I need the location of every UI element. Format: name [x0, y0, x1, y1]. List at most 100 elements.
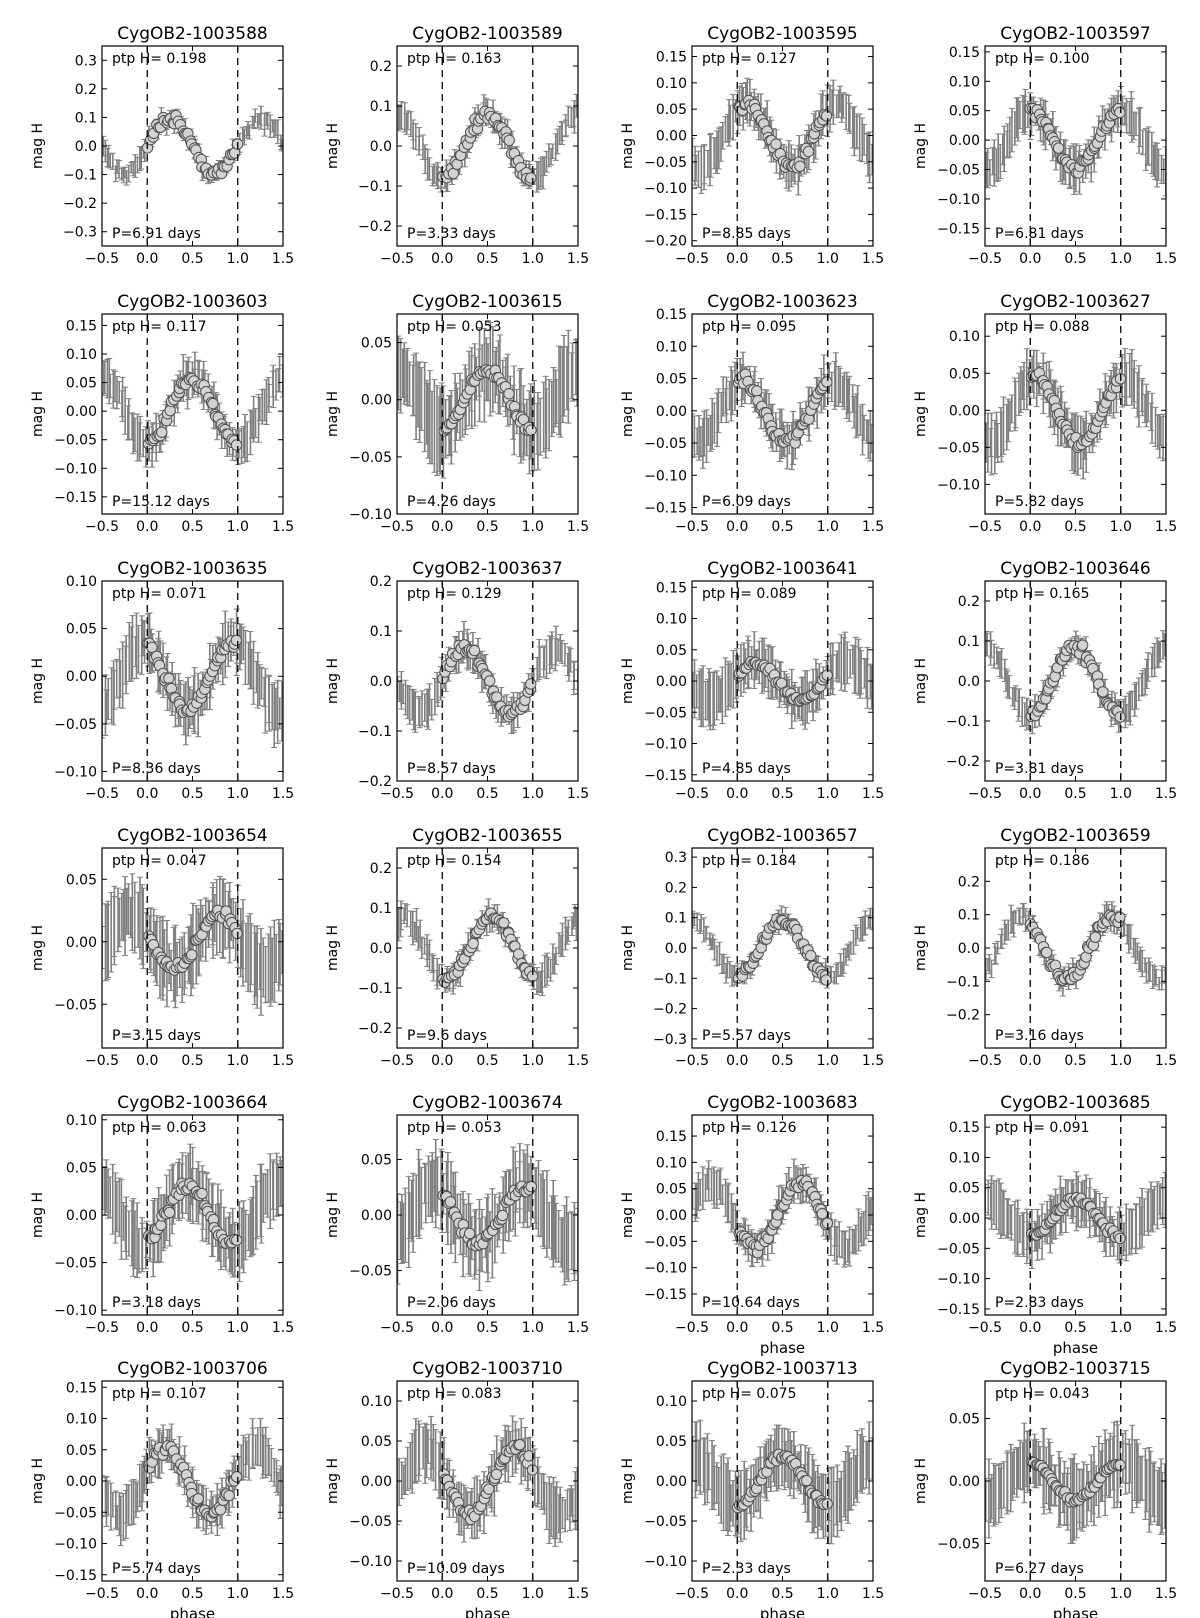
period-annotation: P=5.82 days	[995, 494, 1084, 510]
panel-cygob2-1003589: −0.5 0.0 0.5 1.0 1.5 −0.2 −0.1 0.0 0.1 0.2 CygOB2-…	[325, 24, 589, 267]
y-tick-label: 0.05	[361, 336, 392, 352]
panel-title: CygOB2-1003654	[117, 826, 267, 846]
data-point	[794, 160, 806, 172]
y-tick-label: 0.2	[958, 594, 980, 610]
y-tick-label: −0.2	[358, 219, 392, 235]
x-tick-label: −0.5	[968, 251, 1002, 267]
panel-cygob2-1003588: −0.5 0.0 0.5 1.0 1.5 −0.3 −0.2 −0.1 0.0 0.1 0.2 0.3…	[30, 24, 294, 267]
data-point	[512, 948, 525, 960]
ptp-annotation: ptp H= 0.071	[112, 586, 207, 602]
y-tick-label: −0.05	[54, 717, 97, 733]
y-tick-label: −0.10	[644, 737, 687, 753]
y-tick-label: −0.05	[54, 433, 97, 449]
panel-cygob2-1003657: −0.5 0.0 0.5 1.0 1.5−0.3−0.2−0.10.00.10.20.3…	[620, 826, 884, 1069]
y-tick-label: 0.3	[75, 53, 97, 69]
y-axis-label: mag H	[30, 391, 46, 437]
period-annotation: P=3.81 days	[995, 761, 1084, 777]
x-tick-label: −0.5	[85, 1053, 119, 1069]
y-tick-label: −0.05	[937, 163, 980, 179]
y-tick-label: 0.10	[656, 76, 687, 92]
x-tick-label: −0.5	[675, 251, 709, 267]
ptp-annotation: ptp H= 0.165	[995, 586, 1090, 602]
x-tick-label: −0.5	[85, 786, 119, 802]
period-annotation: P=6.91 days	[112, 226, 201, 242]
period-annotation: P=3.33 days	[407, 226, 496, 242]
y-tick-label: 0.00	[656, 674, 687, 690]
data-point	[525, 424, 537, 436]
plot-area	[692, 905, 873, 989]
x-tick-label: −0.5	[675, 519, 709, 535]
period-annotation: P=3.15 days	[112, 1028, 201, 1044]
x-tick-label: 1.5	[567, 1053, 589, 1069]
x-tick-label: 0.5	[181, 251, 203, 267]
panel-cygob2-1003655: −0.5 0.0 0.5 1.0 1.5 −0.2 −0.1 0.0 0.1 0.2 CygOB2-…	[325, 826, 589, 1069]
x-tick-label: 0.5	[181, 519, 203, 535]
x-tick-label: 1.0	[817, 786, 839, 802]
ptp-annotation: ptp H= 0.127	[702, 51, 797, 67]
data-point	[802, 145, 815, 158]
y-tick-label: −0.15	[54, 490, 97, 506]
x-tick-label: 1.0	[227, 786, 249, 802]
ptp-annotation: ptp H= 0.089	[702, 586, 797, 602]
y-axis-label: mag H	[325, 925, 341, 971]
y-tick-label: 0.15	[656, 307, 687, 323]
x-tick-label: 1.5	[862, 786, 884, 802]
panel-title: CygOB2-1003655	[412, 826, 562, 846]
x-tick-label: 1.0	[522, 786, 544, 802]
y-tick-label: 0.00	[656, 404, 687, 420]
data-point	[468, 644, 481, 657]
period-annotation: P=9.6 days	[407, 1028, 487, 1044]
y-tick-label: 0.2	[370, 861, 392, 877]
data-point	[1097, 686, 1109, 698]
ptp-annotation: ptp H= 0.100	[995, 51, 1090, 67]
y-axis-label: mag H	[620, 658, 636, 704]
period-annotation: P=8.85 days	[702, 226, 791, 242]
y-tick-label: 0.15	[656, 50, 687, 66]
y-tick-label: −0.2	[358, 1021, 392, 1037]
x-tick-label: −0.5	[380, 786, 414, 802]
y-tick-label: −0.10	[349, 507, 392, 523]
x-tick-label: 0.0	[431, 786, 453, 802]
panel-title: CygOB2-1003641	[707, 559, 857, 579]
ptp-annotation: ptp H= 0.117	[112, 319, 207, 335]
plot-area	[985, 630, 1166, 735]
data-point	[230, 634, 243, 647]
y-tick-label: 0.05	[66, 622, 97, 638]
plot-area	[397, 321, 578, 479]
y-tick-label: 0.10	[949, 329, 980, 345]
data-point	[186, 949, 198, 961]
y-tick-label: −0.1	[358, 981, 392, 997]
y-axis-label: mag H	[913, 123, 929, 169]
data-point	[525, 678, 537, 690]
data-point	[230, 439, 243, 451]
panel-title: CygOB2-1003646	[1000, 559, 1150, 579]
x-tick-label: 0.5	[181, 1053, 203, 1069]
y-tick-label: −0.10	[937, 477, 980, 493]
x-tick-label: 0.5	[1064, 519, 1086, 535]
y-tick-label: 0.2	[75, 82, 97, 98]
plot-area	[985, 86, 1166, 197]
ptp-annotation: ptp H= 0.198	[112, 51, 207, 67]
data-point	[164, 404, 176, 417]
y-tick-label: 0.10	[656, 612, 687, 628]
panel-cygob2-1003615: −0.5 0.0 0.5 1.0 1.5 −0.10 −0.05 0.00 0.05 CygOB2…	[325, 292, 589, 535]
x-tick-label: 1.0	[1110, 786, 1132, 802]
x-tick-label: 1.5	[862, 251, 884, 267]
x-tick-label: 0.5	[476, 251, 498, 267]
period-annotation: P=6.09 days	[702, 494, 791, 510]
panel-title: CygOB2-1003589	[412, 24, 562, 44]
ptp-annotation: ptp H= 0.129	[407, 586, 502, 602]
y-axis-label: mag H	[620, 391, 636, 437]
x-tick-label: 0.5	[476, 519, 498, 535]
x-tick-label: 1.0	[522, 1053, 544, 1069]
x-tick-label: −0.5	[968, 786, 1002, 802]
y-tick-label: 0.05	[656, 643, 687, 659]
x-tick-label: 0.5	[1064, 251, 1086, 267]
data-point	[1052, 142, 1065, 154]
y-tick-label: −0.20	[644, 234, 687, 250]
y-tick-label: 0.00	[949, 403, 980, 419]
y-tick-label: 0.05	[656, 372, 687, 388]
ptp-annotation: ptp H= 0.154	[407, 853, 502, 869]
y-tick-label: −0.1	[63, 168, 97, 184]
x-tick-label: 0.0	[726, 519, 748, 535]
